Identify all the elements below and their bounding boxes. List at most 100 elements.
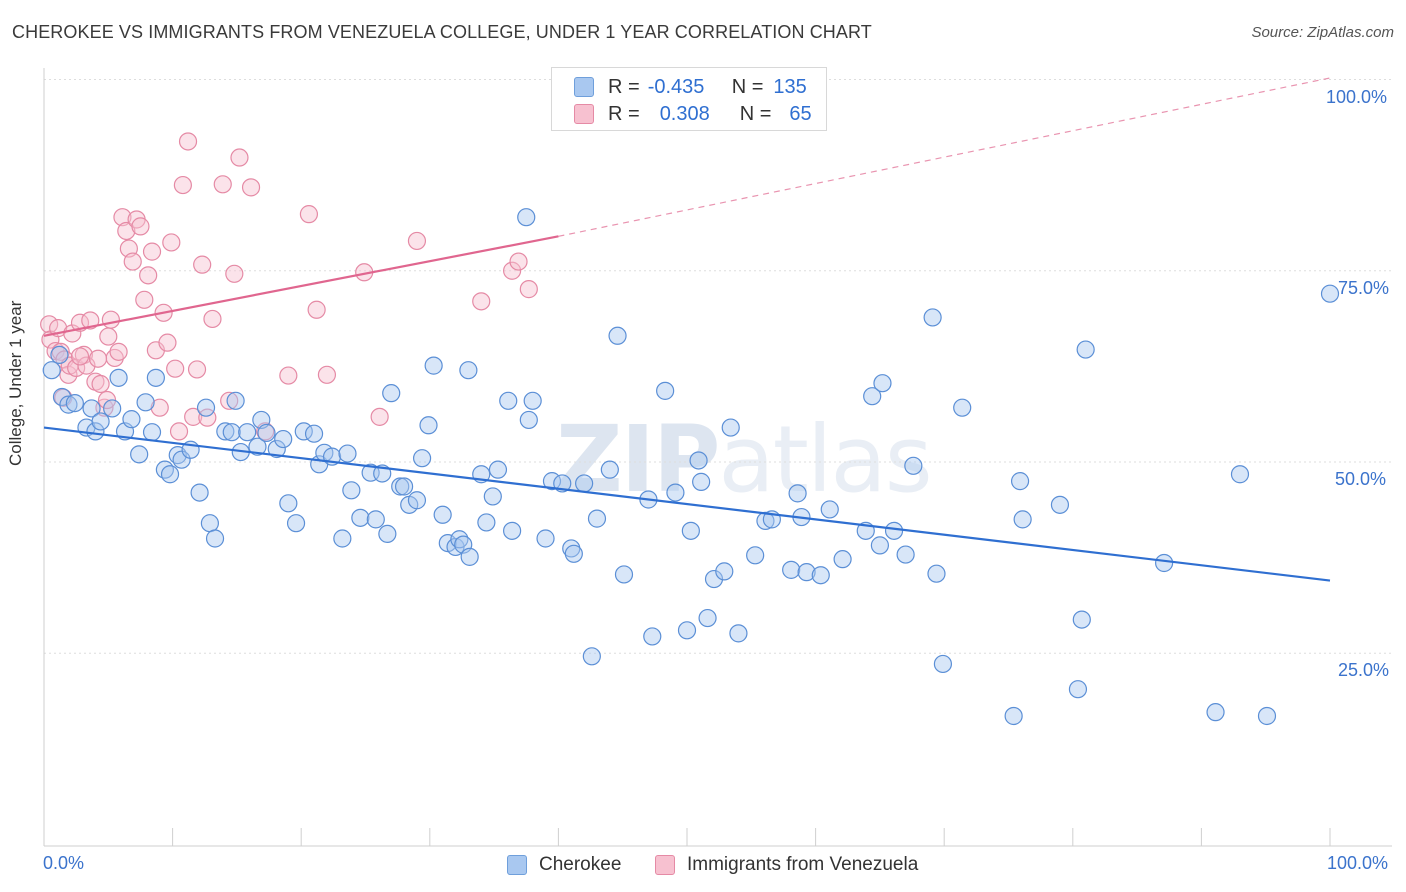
legend-item-label: Immigrants from Venezuela bbox=[687, 854, 919, 875]
venezuela-point bbox=[142, 242, 162, 261]
cherokee-point bbox=[517, 208, 536, 227]
cherokee-point bbox=[172, 450, 191, 469]
r-label: R = bbox=[608, 75, 640, 98]
cherokee-point bbox=[811, 566, 830, 585]
venezuela-point bbox=[184, 407, 203, 426]
venezuela-point bbox=[317, 365, 337, 384]
cherokee-point bbox=[933, 654, 953, 674]
venezuela-point bbox=[193, 255, 212, 274]
cherokee-point bbox=[286, 514, 306, 533]
chart-title: CHEROKEE VS IMMIGRANTS FROM VENEZUELA CO… bbox=[12, 22, 872, 42]
venezuela-point bbox=[169, 422, 189, 441]
cherokee-point bbox=[109, 368, 128, 387]
venezuela-point bbox=[472, 292, 491, 311]
cherokee-point bbox=[226, 391, 245, 410]
cherokee-point bbox=[788, 484, 807, 503]
venezuela-point bbox=[131, 217, 150, 236]
watermark: ZIPatlas bbox=[556, 406, 933, 513]
cherokee-point bbox=[1076, 340, 1095, 359]
cherokee-point bbox=[729, 624, 748, 643]
venezuela-trend-line bbox=[43, 235, 559, 337]
y-axis-label: College, Under 1 year bbox=[6, 300, 25, 466]
cherokee-point bbox=[692, 472, 711, 491]
correlation-legend: R = -0.435 N = 135 R = 0.308 N = 65 bbox=[551, 67, 827, 131]
cherokee-point bbox=[42, 361, 61, 380]
cherokee-point bbox=[1068, 680, 1088, 699]
n-value: 135 bbox=[773, 75, 807, 98]
cherokee-swatch bbox=[574, 77, 594, 97]
cherokee-point bbox=[366, 510, 385, 529]
cherokee-point bbox=[86, 422, 105, 441]
venezuela-point bbox=[279, 366, 298, 385]
venezuela-point bbox=[407, 231, 427, 251]
cherokee-point bbox=[587, 509, 607, 528]
cherokee-point bbox=[274, 429, 293, 449]
cherokee-point bbox=[190, 483, 209, 502]
cherokee-point bbox=[1010, 472, 1030, 491]
legend-item-cherokee[interactable]: Cherokee bbox=[507, 852, 621, 878]
venezuela-point bbox=[241, 178, 261, 197]
venezuela-point bbox=[187, 360, 207, 379]
cherokee-point bbox=[698, 608, 717, 628]
cherokee-point bbox=[904, 456, 923, 475]
venezuela-point bbox=[99, 327, 118, 346]
cherokee-point bbox=[59, 395, 78, 414]
cherokee-point bbox=[378, 524, 397, 544]
cherokee-point bbox=[884, 521, 904, 540]
cherokee-trend-line bbox=[43, 426, 1331, 582]
legend-row-venezuela: R = 0.308 N = 65 bbox=[574, 101, 812, 127]
cherokee-point bbox=[746, 546, 765, 565]
x-axis-min-label: 0.0% bbox=[43, 853, 85, 873]
n-label: N = bbox=[739, 102, 772, 125]
cherokee-point bbox=[721, 418, 740, 437]
cherokee-point bbox=[342, 481, 361, 500]
cherokee-point bbox=[1230, 465, 1250, 484]
cherokee-swatch bbox=[507, 855, 527, 875]
cherokee-point bbox=[1050, 495, 1070, 514]
cherokee-point bbox=[923, 308, 942, 327]
venezuela-point bbox=[213, 175, 232, 194]
cherokee-point bbox=[459, 361, 478, 380]
cherokee-point bbox=[715, 562, 734, 581]
series-legend: Cherokee Immigrants from Venezuela bbox=[0, 852, 1406, 878]
venezuela-point bbox=[59, 365, 78, 384]
cherokee-point bbox=[927, 564, 946, 583]
venezuela-point bbox=[307, 300, 326, 319]
cherokee-point bbox=[351, 508, 370, 527]
cherokee-point bbox=[689, 451, 708, 470]
series-venezuela-points bbox=[40, 132, 538, 441]
r-value: -0.435 bbox=[647, 75, 705, 98]
legend-item-venezuela[interactable]: Immigrants from Venezuela bbox=[655, 852, 918, 878]
cherokee-point bbox=[499, 391, 518, 410]
cherokee-point bbox=[338, 444, 357, 463]
y-tick-label-25: 25.0% bbox=[1338, 660, 1390, 680]
cherokee-point bbox=[863, 387, 882, 406]
cherokee-point bbox=[600, 460, 619, 479]
x-axis-max-label: 100.0% bbox=[1327, 853, 1389, 873]
cherokee-point bbox=[1155, 553, 1174, 573]
cherokee-point bbox=[564, 544, 583, 563]
source-credit: Source: ZipAtlas.com bbox=[1251, 24, 1394, 41]
cherokee-point bbox=[873, 374, 892, 393]
cherokee-point bbox=[257, 423, 276, 443]
cherokee-point bbox=[782, 560, 801, 579]
venezuela-point bbox=[173, 175, 192, 195]
legend-row-cherokee: R = -0.435 N = 135 bbox=[574, 74, 807, 100]
n-label: N = bbox=[731, 75, 764, 98]
venezuela-point bbox=[299, 205, 319, 224]
cherokee-point bbox=[407, 491, 427, 510]
cherokee-point bbox=[1004, 706, 1023, 726]
venezuela-point bbox=[519, 280, 538, 299]
cherokee-point bbox=[146, 368, 165, 387]
venezuela-point bbox=[77, 356, 96, 375]
venezuela-point bbox=[117, 221, 136, 241]
venezuela-point bbox=[158, 333, 177, 352]
watermark-zip: ZIP bbox=[556, 406, 720, 513]
venezuela-point bbox=[88, 349, 108, 368]
cherokee-point bbox=[704, 569, 724, 589]
cherokee-point bbox=[608, 326, 627, 345]
cherokee-point bbox=[519, 410, 538, 430]
cherokee-point bbox=[382, 384, 401, 403]
venezuela-point bbox=[178, 132, 198, 151]
watermark-atlas: atlas bbox=[718, 406, 932, 513]
